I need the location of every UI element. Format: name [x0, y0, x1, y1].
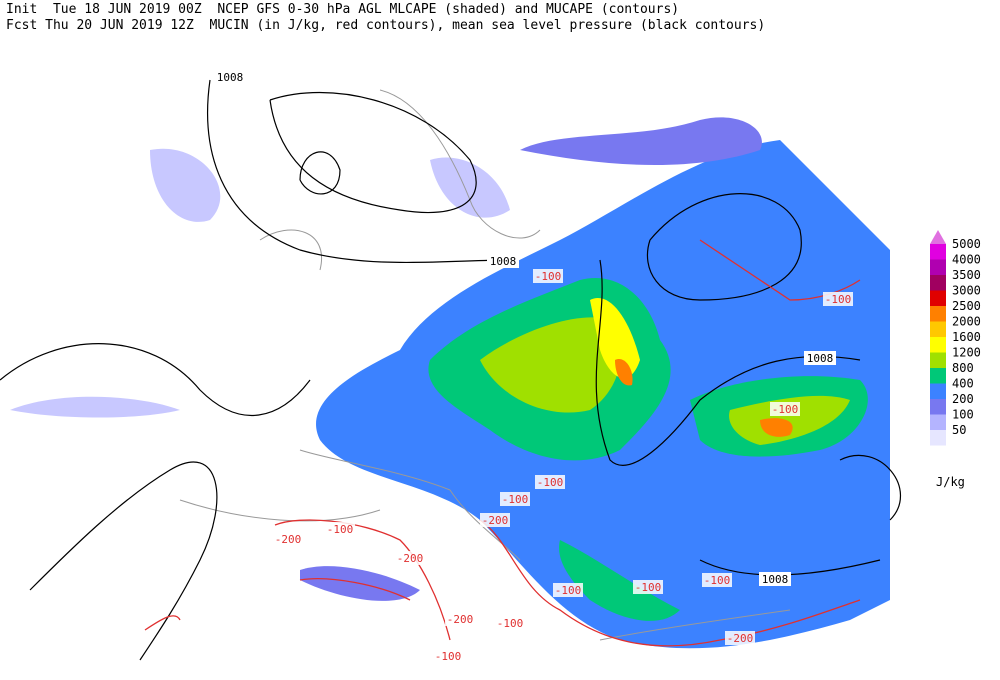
legend-label: 2500 [952, 299, 981, 313]
legend-label: 200 [952, 392, 974, 406]
label-box [487, 254, 519, 268]
label-box [495, 616, 525, 630]
cin-label: -200 [275, 533, 302, 546]
legend-swatch [930, 337, 946, 353]
label-box [325, 522, 355, 536]
legend-swatch [930, 383, 946, 399]
shading [10, 148, 510, 418]
cin-label: -100 [537, 476, 564, 489]
shading [480, 317, 621, 413]
legend-label: 2000 [952, 315, 981, 329]
legend-swatch [930, 430, 946, 446]
label-box [395, 551, 425, 565]
legend-label: 4000 [952, 253, 981, 267]
cin-label: -100 [704, 574, 731, 587]
cin-label: -200 [397, 552, 424, 565]
legend-swatch [930, 352, 946, 368]
label-box [725, 631, 755, 645]
shading [615, 359, 633, 386]
map-area [0, 79, 902, 661]
pressure-label: 1008 [490, 255, 517, 268]
label-box [633, 580, 663, 594]
label-box [433, 649, 463, 663]
label-box [214, 70, 246, 84]
legend-swatch [930, 399, 946, 415]
label-box [759, 572, 791, 586]
legend-label: 400 [952, 377, 974, 391]
cin-label: -200 [447, 613, 474, 626]
shading [729, 395, 850, 445]
legend-label: 1600 [952, 330, 981, 344]
label-box [804, 351, 836, 365]
legend-arrow [930, 230, 946, 244]
shading [760, 418, 793, 437]
label-box [702, 573, 732, 587]
cin-label: -100 [327, 523, 354, 536]
cin-label: -100 [772, 403, 799, 416]
shading [559, 540, 680, 621]
legend-swatch [930, 321, 946, 337]
legend-swatch [930, 368, 946, 384]
legend-label: 800 [952, 361, 974, 375]
cin-label: -100 [497, 617, 524, 630]
legend-swatch [930, 414, 946, 430]
label-box [535, 475, 565, 489]
legend-label: 100 [952, 408, 974, 422]
legend-swatch [930, 290, 946, 306]
shading [590, 298, 640, 379]
header-line: Init Tue 18 JUN 2019 00Z NCEP GFS 0-30 h… [6, 2, 679, 17]
label-box [553, 583, 583, 597]
cin-label: -100 [635, 581, 662, 594]
header-line: Fcst Thu 20 JUN 2019 12Z MUCIN (in J/kg,… [6, 18, 765, 33]
cin-label: -100 [435, 650, 462, 663]
legend-label: 1200 [952, 346, 981, 360]
cin-label: -200 [482, 514, 509, 527]
legend-label: 3000 [952, 284, 981, 298]
contour-labels: 1008 1008 1008 1008 -100 -100 -100 -100 -100 -200… [214, 70, 853, 663]
pressure-label: 1008 [217, 71, 244, 84]
label-box [445, 612, 475, 626]
cin-label: -100 [535, 270, 562, 283]
legend-swatch [930, 275, 946, 291]
legend-swatch [930, 259, 946, 275]
pressure-label: 1008 [762, 573, 789, 586]
label-box [500, 492, 530, 506]
legend-label: 50 [952, 423, 966, 437]
label-box [770, 402, 800, 416]
label-box [533, 269, 563, 283]
label-box [480, 513, 510, 527]
cin-label: -200 [727, 632, 754, 645]
label-box [823, 292, 853, 306]
legend-swatch [930, 306, 946, 322]
cin-contour [144, 239, 861, 647]
cin-label: -100 [502, 493, 529, 506]
legend-swatch [930, 244, 946, 260]
legend-label: 5000 [952, 237, 981, 251]
pressure-label: 1008 [807, 352, 834, 365]
label-box [273, 532, 303, 546]
legend-unit: J/kg [936, 475, 965, 489]
legend-label: 3500 [952, 268, 981, 282]
shading [520, 117, 762, 165]
cin-label: -100 [825, 293, 852, 306]
cin-label: -100 [555, 584, 582, 597]
